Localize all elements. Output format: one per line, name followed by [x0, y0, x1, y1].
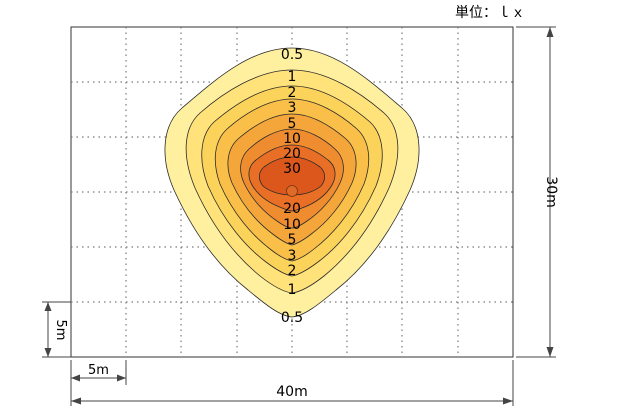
contour-label-south: 3 — [288, 248, 297, 264]
grid-width-dimension-label: 5m — [88, 363, 109, 378]
isolux-contours — [164, 47, 420, 318]
luminaire-marker — [286, 185, 298, 197]
width-dimension-label: 40m — [276, 384, 307, 400]
contour-label-south: 1 — [288, 282, 297, 298]
contour-label-south: 0.5 — [281, 310, 303, 326]
height-dimension: 30m — [516, 26, 559, 358]
contour-label-north: 2 — [288, 85, 297, 101]
contour-label-north: 30 — [283, 161, 301, 177]
contour-label-north: 20 — [283, 146, 301, 162]
contour-label-south: 10 — [283, 217, 301, 233]
contour-label-north: 5 — [288, 116, 297, 132]
contour-label-north: 10 — [283, 131, 301, 147]
contour-label-south: 5 — [288, 232, 297, 248]
width-dimension: 40m — [70, 360, 514, 406]
contour-label-south: 2 — [288, 263, 297, 279]
contour-label-north: 0.5 — [281, 47, 303, 63]
contour-label-north: 3 — [288, 100, 297, 116]
height-dimension-label: 30m — [543, 176, 559, 207]
grid-height-dimension: 5m — [42, 301, 71, 358]
unit-label: 単位：ｌｘ — [455, 5, 525, 21]
contour-label-south: 20 — [283, 201, 301, 217]
grid-width-dimension: 5m — [70, 360, 127, 385]
contour-label-north: 1 — [288, 69, 297, 85]
grid-height-dimension-label: 5m — [53, 320, 68, 341]
